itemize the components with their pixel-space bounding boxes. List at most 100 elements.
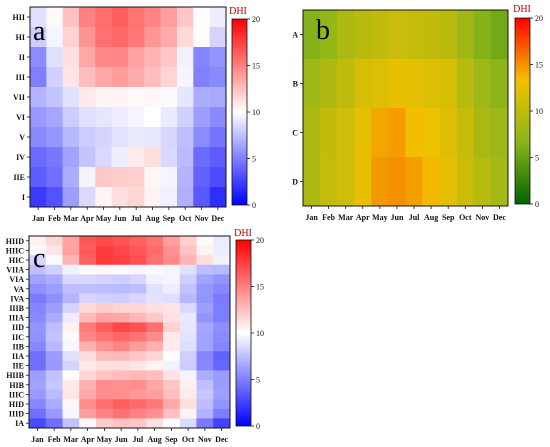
heatmap-cell-a-0-4 (95, 7, 112, 28)
heatmap-cell-b-3-8 (439, 157, 457, 207)
colorbar-tick-label-b-3: 15 (535, 61, 543, 70)
heatmap-cell-a-5-7 (144, 107, 161, 128)
heatmap-cell-a-8-7 (144, 167, 161, 188)
colorbar-title-c: DHI (234, 228, 252, 239)
heatmap-cell-a-6-1 (46, 127, 63, 148)
heatmap-cell-c-8-5 (112, 312, 130, 323)
heatmap-cell-a-9-6 (128, 187, 145, 208)
heatmap-cell-c-16-7 (146, 389, 164, 400)
heatmap-cell-a-0-10 (193, 7, 210, 28)
heatmap-cell-c-17-0 (29, 399, 46, 410)
heatmap-cell-c-7-10 (196, 303, 214, 314)
heatmap-cell-c-7-4 (96, 303, 113, 314)
heatmap-cell-c-8-0 (29, 312, 46, 323)
heatmap-cell-b-3-1 (320, 157, 338, 207)
heatmap-cell-c-2-4 (96, 255, 113, 266)
heatmap-cell-c-4-1 (45, 274, 63, 285)
heatmap-cell-c-14-2 (62, 370, 80, 381)
heatmap-cell-a-4-5 (111, 87, 129, 108)
x-tick-label-c-2: Mar (63, 435, 79, 444)
heatmap-cell-c-13-3 (79, 360, 97, 371)
heatmap-cell-a-9-11 (209, 187, 227, 208)
heatmap-cell-b-3-4 (371, 157, 389, 207)
heatmap-cell-c-17-8 (163, 399, 180, 410)
heatmap-cell-c-12-2 (62, 351, 80, 362)
heatmap-cell-b-0-6 (405, 10, 423, 60)
heatmap-cell-c-3-10 (196, 264, 214, 275)
heatmap-cell-c-6-6 (129, 293, 147, 304)
heatmap-cell-a-2-4 (95, 47, 112, 68)
colorbar-title-a: DHI (229, 6, 247, 17)
heatmap-cell-c-2-5 (112, 255, 130, 266)
heatmap-cell-c-5-3 (79, 284, 97, 294)
heatmap-cell-c-5-7 (146, 284, 164, 294)
heatmap-cell-c-1-10 (196, 245, 214, 256)
heatmap-cell-c-9-5 (112, 322, 130, 333)
x-tick-label-b-11: Dec (493, 213, 506, 222)
heatmap-cell-c-16-8 (163, 389, 180, 400)
heatmap-cell-c-18-5 (112, 408, 130, 419)
y-tick-label-a-2: II (19, 53, 25, 62)
heatmap-cell-c-9-10 (196, 322, 214, 333)
heatmap-cell-b-3-0 (303, 157, 321, 207)
heatmap-cell-b-1-7 (422, 59, 440, 109)
heatmap-cell-c-14-8 (163, 370, 180, 381)
x-tick-label-a-5: Jun (113, 214, 126, 223)
heatmap-cell-a-4-0 (30, 87, 47, 108)
heatmap-cell-c-8-6 (129, 312, 147, 323)
heatmap-cell-c-16-4 (96, 389, 113, 400)
heatmap-cell-a-7-0 (30, 147, 47, 168)
x-tick-label-c-5: Jun (115, 435, 128, 444)
heatmap-cell-a-1-9 (177, 27, 194, 48)
heatmap-cell-a-4-8 (160, 87, 178, 108)
heatmap-cell-a-3-8 (160, 67, 178, 88)
heatmap-cell-b-1-5 (388, 59, 406, 109)
heatmap-cell-a-1-11 (209, 27, 227, 48)
heatmap-cell-c-15-11 (213, 380, 231, 390)
heatmap-cell-c-10-10 (196, 332, 214, 342)
heatmap-cell-c-2-1 (45, 255, 63, 266)
heatmap-cell-a-8-2 (62, 167, 80, 188)
heatmap-cell-a-5-10 (193, 107, 210, 128)
heatmap-cell-c-11-0 (29, 341, 46, 352)
colorbar-tick-label-b-4: 20 (535, 14, 543, 23)
heatmap-cell-a-0-1 (46, 7, 63, 28)
heatmap-cell-c-0-1 (45, 236, 63, 246)
heatmap-cell-b-0-4 (371, 10, 389, 60)
y-tick-label-c-3: VIIA (6, 266, 24, 275)
y-tick-label-a-0: HII (13, 13, 25, 22)
heatmap-cell-c-2-11 (213, 255, 231, 266)
heatmap-cell-a-5-4 (95, 107, 112, 128)
heatmap-cell-c-3-0 (29, 264, 46, 275)
heatmap-cell-c-2-3 (79, 255, 97, 266)
heatmap-cell-c-19-3 (79, 418, 97, 429)
heatmap-cell-a-6-4 (95, 127, 112, 148)
heatmap-cell-a-6-0 (30, 127, 47, 148)
heatmap-cell-b-2-11 (490, 108, 509, 158)
heatmap-cell-a-8-10 (193, 167, 210, 188)
x-tick-label-b-6: Jul (409, 213, 420, 222)
heatmap-cell-c-16-11 (213, 389, 231, 400)
heatmap-cell-a-0-0 (30, 7, 47, 28)
heatmap-cell-c-18-7 (146, 408, 164, 419)
heatmap-cell-c-16-9 (179, 389, 197, 400)
y-tick-label-c-16: IIIC (9, 390, 24, 399)
x-tick-label-b-8: Sep (442, 213, 455, 222)
heatmap-cell-c-0-2 (62, 236, 80, 246)
heatmap-cell-c-14-10 (196, 370, 214, 381)
heatmap-cell-c-14-9 (179, 370, 197, 381)
heatmap-cell-b-0-9 (456, 10, 475, 60)
heatmap-cell-b-3-3 (354, 157, 372, 207)
heatmap-cell-b-1-4 (371, 59, 389, 109)
heatmap-cell-c-2-10 (196, 255, 214, 266)
heatmap-cell-c-15-1 (45, 380, 63, 390)
heatmap-cell-a-5-8 (160, 107, 178, 128)
heatmap-cell-a-1-3 (79, 27, 96, 48)
heatmap-cell-c-13-7 (146, 360, 164, 371)
heatmap-cell-a-6-8 (160, 127, 178, 148)
heatmap-cell-c-9-6 (129, 322, 147, 333)
x-tick-label-b-7: Aug (424, 213, 438, 222)
x-tick-label-b-3: Apr (356, 213, 370, 222)
y-tick-label-a-1: HI (16, 33, 25, 42)
